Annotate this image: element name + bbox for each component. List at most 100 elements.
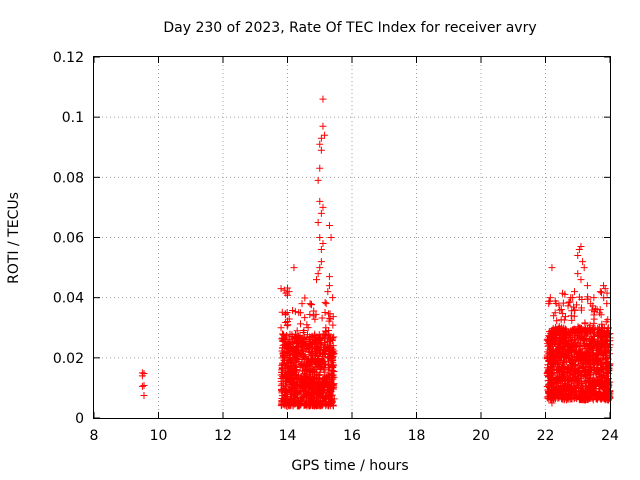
data-point xyxy=(603,369,611,377)
data-point xyxy=(596,339,604,347)
data-point xyxy=(312,336,320,344)
data-point xyxy=(285,288,293,296)
data-point xyxy=(557,305,565,313)
data-point xyxy=(575,293,583,301)
data-point xyxy=(545,300,553,308)
data-point xyxy=(544,386,552,394)
data-point xyxy=(596,380,604,388)
data-point xyxy=(563,396,571,404)
data-point xyxy=(566,298,574,306)
data-point xyxy=(329,313,337,321)
data-point xyxy=(603,368,611,376)
data-point xyxy=(559,395,567,403)
data-point xyxy=(285,355,293,363)
data-point xyxy=(290,264,298,272)
data-point xyxy=(278,387,286,395)
data-point xyxy=(295,343,303,351)
data-point xyxy=(320,343,328,351)
data-point xyxy=(590,315,598,323)
data-point xyxy=(297,401,305,409)
data-point xyxy=(281,395,289,403)
data-point xyxy=(577,304,585,312)
data-point xyxy=(596,288,604,296)
data-point xyxy=(587,348,595,356)
data-point xyxy=(551,391,559,399)
data-point xyxy=(317,258,325,266)
data-point xyxy=(580,264,588,272)
data-point xyxy=(575,246,583,254)
data-point xyxy=(543,351,551,359)
data-point xyxy=(566,345,574,353)
data-point xyxy=(303,321,311,329)
data-point xyxy=(317,146,325,154)
data-point xyxy=(570,353,578,361)
data-point xyxy=(549,334,557,342)
data-point xyxy=(577,276,585,284)
data-point xyxy=(321,392,329,400)
data-point xyxy=(281,310,289,318)
data-point xyxy=(580,334,588,342)
data-point xyxy=(574,270,582,278)
data-point xyxy=(569,387,577,395)
data-point xyxy=(327,387,335,395)
data-point xyxy=(601,285,609,293)
data-point xyxy=(329,342,337,350)
data-point xyxy=(545,357,553,365)
data-point xyxy=(583,386,591,394)
data-point xyxy=(565,375,573,383)
data-point xyxy=(301,314,309,322)
data-point xyxy=(283,343,291,351)
data-point xyxy=(330,380,338,388)
data-point xyxy=(328,398,336,406)
data-point xyxy=(586,377,594,385)
data-point xyxy=(590,294,598,302)
data-point xyxy=(293,388,301,396)
data-point xyxy=(318,314,326,322)
x-tick-label: 12 xyxy=(214,428,232,444)
data-point xyxy=(569,362,577,370)
data-point xyxy=(283,317,291,325)
data-point xyxy=(561,380,569,388)
data-point xyxy=(584,396,592,404)
data-point xyxy=(556,327,564,335)
data-point xyxy=(286,368,294,376)
x-tick-label: 22 xyxy=(537,428,555,444)
data-point xyxy=(324,343,332,351)
data-point xyxy=(560,359,568,367)
data-point xyxy=(289,307,297,315)
data-point xyxy=(554,355,562,363)
data-point xyxy=(318,356,326,364)
data-point xyxy=(603,348,611,356)
data-point xyxy=(304,356,312,364)
data-point xyxy=(546,294,554,302)
data-point xyxy=(321,346,329,354)
data-point xyxy=(545,380,553,388)
data-point xyxy=(300,379,308,387)
data-point xyxy=(298,300,306,308)
data-point xyxy=(570,395,578,403)
data-point xyxy=(306,383,314,391)
data-point xyxy=(584,295,592,303)
data-point xyxy=(565,298,573,306)
data-point xyxy=(287,343,295,351)
data-point xyxy=(548,264,556,272)
data-point xyxy=(299,328,307,336)
data-point xyxy=(603,394,611,402)
data-point xyxy=(298,359,306,367)
data-point xyxy=(559,299,567,307)
data-point xyxy=(577,327,585,335)
data-point xyxy=(551,297,559,305)
data-point xyxy=(321,309,329,317)
data-point xyxy=(307,380,315,388)
data-point xyxy=(570,312,578,320)
data-point xyxy=(138,382,146,390)
data-point xyxy=(281,373,289,381)
data-point xyxy=(283,402,291,410)
data-point xyxy=(316,140,324,148)
data-point xyxy=(558,324,566,332)
data-point xyxy=(317,362,325,370)
data-point xyxy=(296,320,304,328)
data-point xyxy=(549,366,557,374)
data-point xyxy=(559,362,567,370)
data-point xyxy=(304,324,312,332)
